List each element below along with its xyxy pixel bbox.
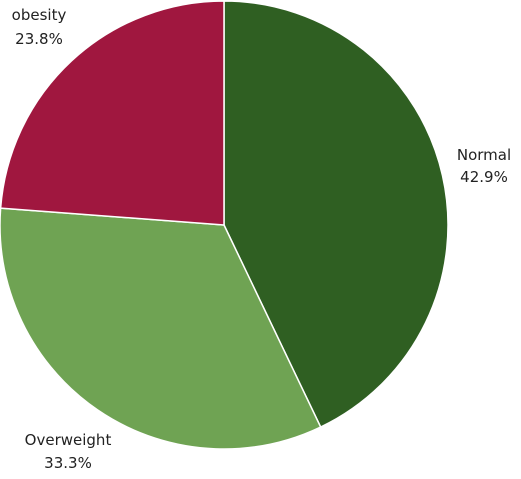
pie-slices bbox=[0, 0, 449, 450]
slice-value-obesity: 23.8% bbox=[15, 30, 63, 48]
pie-labels: Normal 42.9% Overweight 33.3% obesity 23.8% bbox=[12, 6, 511, 472]
slice-value-normal: 42.9% bbox=[460, 168, 508, 186]
pie-slice-overweight bbox=[0, 207, 322, 450]
slice-label-normal: Normal bbox=[457, 146, 511, 164]
slice-label-overweight: Overweight bbox=[25, 431, 112, 449]
pie-slice-obesity bbox=[0, 0, 225, 226]
slice-value-overweight: 33.3% bbox=[44, 454, 92, 472]
slice-label-obesity: obesity bbox=[12, 6, 67, 24]
pie-slice-normal bbox=[223, 0, 449, 429]
